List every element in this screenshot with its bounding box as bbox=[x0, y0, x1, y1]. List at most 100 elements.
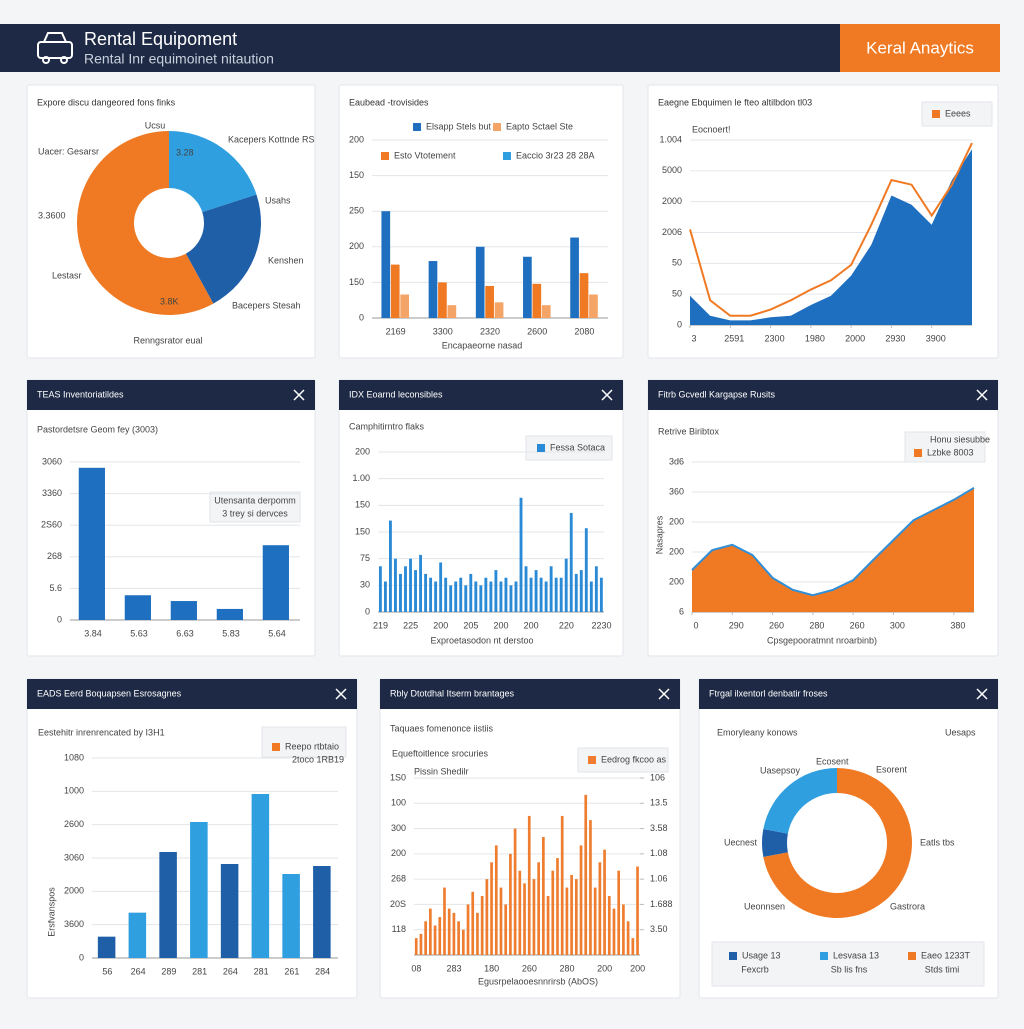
bar bbox=[433, 925, 437, 955]
bar bbox=[537, 862, 540, 955]
pie-slice bbox=[762, 828, 788, 858]
bar bbox=[419, 554, 422, 612]
annotation: Encapaeorne nasad bbox=[442, 340, 523, 350]
header-title: Rental Equipoment bbox=[84, 29, 237, 49]
y-tick-label: 100 bbox=[391, 798, 406, 808]
bar bbox=[262, 545, 289, 620]
panel-title: Eaegne Ebquimen le fteo altilbdon tl03 bbox=[658, 97, 812, 107]
bar bbox=[534, 570, 538, 612]
annotation: Stds timi bbox=[925, 964, 960, 974]
bar bbox=[251, 794, 270, 958]
y-tick-label: 50 bbox=[672, 258, 682, 268]
panel-header bbox=[648, 380, 998, 410]
legend-swatch bbox=[908, 952, 916, 960]
bar bbox=[452, 912, 456, 955]
y2-tick-label: 106 bbox=[650, 772, 665, 782]
annotation: Utensanta derpomm bbox=[214, 495, 296, 505]
y2-tick-label: 3.50 bbox=[650, 924, 668, 934]
x-tick-label: 2230 bbox=[591, 620, 611, 630]
bar bbox=[124, 595, 151, 620]
bar bbox=[599, 577, 603, 612]
bar bbox=[479, 585, 483, 612]
bar bbox=[444, 577, 448, 612]
y-tick-label: 200 bbox=[355, 446, 370, 456]
annotation: Pissin Shedilr bbox=[414, 766, 469, 776]
close-button[interactable] bbox=[976, 688, 988, 700]
bar bbox=[509, 585, 513, 612]
annotation: Kacepers Kottnde RS bbox=[228, 134, 315, 144]
y-tick-label: 1S0 bbox=[390, 772, 406, 782]
bar bbox=[447, 908, 451, 955]
y-tick-label: 150 bbox=[349, 277, 364, 287]
bar bbox=[636, 866, 639, 955]
x-tick-label: 08 bbox=[411, 963, 421, 973]
bar bbox=[394, 558, 397, 612]
y-tick-label: 3600 bbox=[64, 919, 84, 929]
bar bbox=[490, 862, 493, 955]
close-button[interactable] bbox=[601, 389, 613, 401]
bar bbox=[494, 302, 504, 318]
x-tick-label: 219 bbox=[373, 620, 388, 630]
x-tick-label: 3 bbox=[691, 333, 696, 343]
bar bbox=[589, 581, 593, 612]
x-tick-label: 260 bbox=[522, 963, 537, 973]
y-tick-label: 200 bbox=[669, 546, 684, 556]
pie-slice bbox=[169, 131, 257, 213]
y-tick-label: 200 bbox=[669, 516, 684, 526]
legend-label: Reepo rtbtaio bbox=[285, 741, 339, 751]
y-tick-label: 268 bbox=[47, 551, 62, 561]
legend-label: Eaeo 1233T bbox=[921, 950, 971, 960]
header-subtitle: Rental Inr equimoinet nitaution bbox=[84, 51, 274, 67]
bar bbox=[544, 581, 548, 612]
panel-header bbox=[339, 380, 623, 410]
bar bbox=[524, 566, 528, 612]
bar bbox=[170, 601, 197, 620]
close-button[interactable] bbox=[335, 688, 347, 700]
bar bbox=[556, 858, 559, 955]
x-tick-label: 200 bbox=[630, 963, 645, 973]
close-button[interactable] bbox=[293, 389, 305, 401]
annotation: Uasepsoy bbox=[760, 765, 801, 775]
bar bbox=[589, 294, 598, 318]
header-badge-text: Keral Anaytics bbox=[866, 38, 974, 57]
panel-title: Ftrgal ilxentorl denbatir froses bbox=[709, 688, 828, 698]
bar bbox=[560, 815, 564, 955]
y2-tick-label: 1.688 bbox=[650, 899, 673, 909]
bar bbox=[607, 896, 611, 955]
y-tick-label: 150 bbox=[349, 170, 364, 180]
bar bbox=[282, 874, 300, 958]
bar bbox=[484, 577, 488, 612]
close-button[interactable] bbox=[976, 389, 988, 401]
x-tick-label: 289 bbox=[161, 966, 176, 976]
legend-swatch bbox=[932, 110, 940, 118]
annotation: Eestehitr inrenrencated by I3H1 bbox=[38, 727, 165, 737]
y-tick-label: 0 bbox=[677, 319, 682, 329]
close-button[interactable] bbox=[658, 688, 670, 700]
bar bbox=[509, 853, 512, 955]
bar bbox=[400, 294, 410, 318]
annotation: Camphitirntro flaks bbox=[349, 421, 425, 431]
x-tick-label: 280 bbox=[809, 620, 824, 630]
y-tick-label: 20S bbox=[390, 899, 406, 909]
bar bbox=[97, 936, 116, 958]
annotation: 2toco 1RB19 bbox=[292, 754, 344, 764]
bar bbox=[504, 577, 508, 612]
bar bbox=[617, 870, 621, 955]
x-tick-label: 380 bbox=[950, 620, 965, 630]
pie-slice bbox=[76, 131, 214, 315]
x-tick-label: 260 bbox=[769, 620, 784, 630]
bar bbox=[570, 237, 579, 318]
bar bbox=[494, 845, 498, 955]
legend-label: Lzbke 8003 bbox=[927, 447, 974, 457]
legend-label: Elsapp Stels but bbox=[426, 121, 492, 131]
x-tick-label: 180 bbox=[484, 963, 499, 973]
x-tick-label: 225 bbox=[403, 620, 418, 630]
bar bbox=[424, 573, 428, 612]
x-tick-label: 3900 bbox=[926, 333, 946, 343]
y-tick-label: 360 bbox=[669, 486, 684, 496]
annotation: Retrive Biribtox bbox=[658, 426, 720, 436]
annotation: Honu siesubbe bbox=[930, 434, 990, 444]
bar bbox=[480, 896, 484, 955]
line bbox=[689, 142, 973, 317]
y-tick-label: 200 bbox=[349, 134, 364, 144]
